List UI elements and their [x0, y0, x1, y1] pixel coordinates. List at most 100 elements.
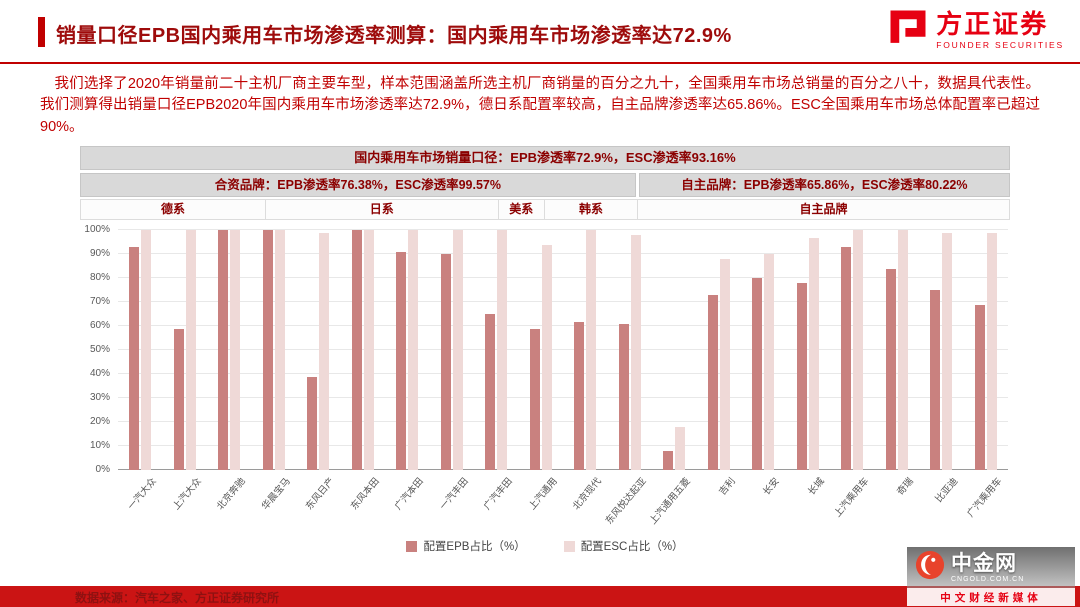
y-tick-label: 80%: [89, 272, 110, 284]
esc-bar: [541, 244, 552, 471]
esc-bar: [719, 259, 730, 471]
logo-name: 方正证券: [936, 9, 1049, 40]
x-tick-label: 北京现代: [571, 476, 604, 513]
gridline: [118, 445, 1008, 447]
header: 销量口径EPB国内乘用车市场渗透率测算：国内乘用车市场渗透率达72.9% 方正证…: [0, 0, 1080, 62]
x-tick-label: 广汽本田: [393, 476, 426, 513]
footer-bar: 数据来源：汽车之家、方正证券研究所: [0, 586, 1080, 607]
brand-group-row: 德系 日系 美系 韩系 自主品牌: [80, 199, 1010, 221]
cngold-watermark: 中金网 CNGOLD.COM.CN 中文财经新媒体: [907, 547, 1075, 606]
gridline: [118, 301, 1008, 303]
x-tick-label: 广汽丰田: [482, 476, 515, 513]
epb-bar: [351, 230, 362, 471]
y-tick-label: 90%: [89, 248, 110, 260]
header-divider: [0, 62, 1080, 64]
y-axis: 0% 10% 20% 30% 40% 50% 60% 70% 80% 90% 100%: [80, 224, 114, 475]
bar-group: [830, 230, 875, 471]
watermark-name: 中金网: [951, 551, 1017, 575]
bar-group: [519, 230, 564, 471]
bar-group: [741, 230, 786, 471]
logo-subtitle: FOUNDER SECURITIES: [936, 39, 1064, 50]
esc-bar: [942, 232, 953, 471]
esc-bar: [986, 232, 997, 471]
bar-group: [207, 230, 252, 471]
x-tick-label: 长城: [805, 476, 827, 498]
bar-group: [875, 230, 920, 471]
gridline: [118, 397, 1008, 399]
gridline: [118, 373, 1008, 375]
chart-section: 国内乘用车市场销量口径：EPB渗透率72.9%，ESC渗透率93.16% 合资品…: [80, 146, 1010, 554]
bar-group: [341, 230, 386, 471]
x-tick-label: 东风本田: [348, 476, 382, 513]
x-axis: 一汽大众 上汽大众 北京奔驰 华晨宝马 东风日产 东风本田 广汽本田 一汽丰田 广汽丰田 上汽通用…: [118, 471, 1008, 535]
founder-securities-logo: 方正证券 FOUNDER SECURITIES: [887, 7, 1064, 54]
x-tick-label: 东风日产: [304, 476, 337, 513]
chart-legend: 配置EPB占比（%） 配置ESC占比（%）: [80, 538, 1010, 554]
intro-paragraph: 我们选择了2020年销量前二十主机厂商主要车型，样本范围涵盖所选主机厂商销量的百…: [40, 76, 1040, 135]
bar-group: [608, 230, 653, 471]
domestic-brand-cell: 自主品牌：EPB渗透率65.86%，ESC渗透率80.22%: [638, 173, 1010, 198]
watermark-tagline: 中文财经新媒体: [907, 588, 1075, 606]
epb-bar: [974, 304, 985, 471]
y-tick-label: 0%: [95, 464, 110, 476]
y-tick-label: 20%: [89, 416, 110, 428]
gridline: [118, 421, 1008, 423]
x-tick-label: 比亚迪: [933, 476, 960, 506]
esc-bar: [230, 230, 241, 471]
y-tick-label: 10%: [89, 440, 110, 452]
bar-group: [786, 230, 831, 471]
epb-bar: [485, 314, 496, 471]
gridline: [118, 229, 1008, 231]
legend-swatch: [563, 540, 575, 552]
esc-bar: [319, 232, 330, 471]
y-tick-label: 100%: [84, 224, 110, 236]
logo-text: 方正证券 FOUNDER SECURITIES: [936, 9, 1064, 50]
esc-bar: [274, 230, 285, 471]
epb-bar: [618, 323, 629, 471]
bar-group: [296, 230, 341, 471]
esc-bar: [853, 230, 864, 471]
x-tick-label: 上汽通用五菱: [647, 476, 693, 528]
epb-bar: [574, 321, 585, 471]
data-source-note: 数据来源：汽车之家、方正证券研究所: [75, 591, 280, 605]
bar-group: [964, 230, 1009, 471]
watermark-domain: CNGOLD.COM.CN: [951, 575, 1025, 583]
esc-bar: [630, 235, 641, 471]
brand-group-cell: 韩系: [545, 199, 638, 221]
joint-venture-cell: 合资品牌：EPB渗透率76.38%，ESC渗透率99.57%: [80, 173, 636, 198]
y-tick-label: 30%: [89, 392, 110, 404]
cngold-logo-icon: [915, 550, 945, 585]
page-title: 销量口径EPB国内乘用车市场渗透率测算：国内乘用车市场渗透率达72.9%: [56, 25, 732, 47]
legend-swatch: [406, 540, 418, 552]
brand-group-cell: 自主品牌: [638, 199, 1010, 221]
x-tick-label: 广汽乘用车: [965, 476, 1005, 520]
x-tick-label: 吉利: [716, 476, 738, 498]
esc-bar: [497, 230, 508, 471]
x-tick-label: 一汽大众: [126, 476, 159, 513]
brand-group-cell: 德系: [80, 199, 266, 221]
epb-bar: [307, 376, 318, 471]
bar-group: [163, 230, 208, 471]
esc-bar: [141, 230, 152, 471]
x-tick-label: 奇瑞: [894, 476, 916, 498]
epb-bar: [173, 328, 184, 471]
y-tick-label: 40%: [89, 368, 110, 380]
bar-group: [697, 230, 742, 471]
brand-group-cell: 美系: [498, 199, 545, 221]
legend-item: 配置ESC占比（%）: [563, 538, 684, 554]
founder-logo-icon: [887, 7, 929, 54]
plot-area: [118, 229, 1009, 471]
esc-bar: [586, 230, 597, 471]
watermark-logo-row: 中金网 CNGOLD.COM.CN: [907, 547, 1075, 588]
title-accent-bar: [38, 17, 45, 47]
table-row-brand-split: 合资品牌：EPB渗透率76.38%，ESC渗透率99.57% 自主品牌：EPB渗…: [80, 173, 1010, 198]
bar-group: [919, 230, 964, 471]
x-tick-label: 北京奔驰: [215, 476, 248, 513]
bar-chart: 0% 10% 20% 30% 40% 50% 60% 70% 80% 90% 100% 一汽大众 上汽…: [80, 224, 1010, 536]
x-tick-label: 一汽丰田: [437, 476, 471, 513]
esc-bar: [408, 230, 419, 471]
epb-bar: [396, 251, 407, 471]
gridline: [118, 349, 1008, 351]
bar-group: [474, 230, 519, 471]
